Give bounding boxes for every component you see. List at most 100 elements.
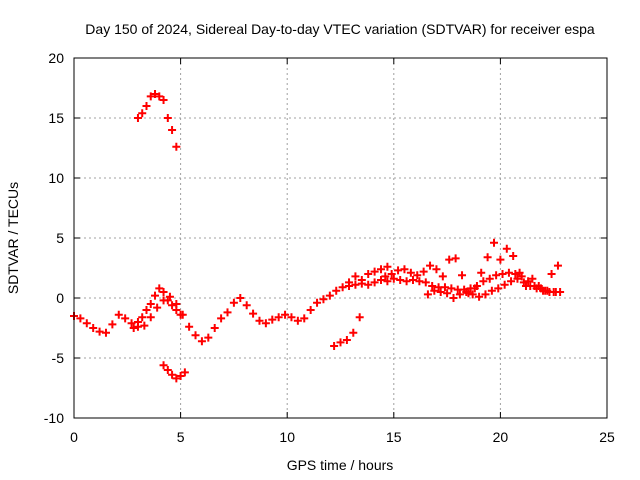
data-point bbox=[449, 294, 458, 302]
y-axis-label: SDTVAR / TECUs bbox=[5, 182, 21, 294]
data-point bbox=[487, 286, 496, 295]
data-point bbox=[468, 290, 477, 299]
data-point bbox=[400, 265, 409, 274]
data-point bbox=[242, 301, 251, 310]
data-point bbox=[168, 126, 177, 134]
data-point bbox=[172, 306, 181, 314]
data-point bbox=[172, 142, 181, 151]
data-point bbox=[163, 114, 172, 122]
data-point bbox=[492, 271, 501, 280]
data-point bbox=[504, 268, 513, 277]
data-point bbox=[197, 337, 206, 346]
data-point bbox=[217, 314, 226, 323]
data-point bbox=[477, 268, 486, 277]
y-tick-label: 0 bbox=[56, 290, 64, 306]
data-point bbox=[172, 374, 181, 383]
data-point bbox=[345, 278, 354, 287]
data-point bbox=[236, 294, 245, 302]
data-point bbox=[338, 283, 347, 292]
data-point bbox=[159, 96, 168, 104]
series-segment-b bbox=[133, 90, 181, 151]
data-point bbox=[355, 313, 364, 322]
data-point bbox=[168, 370, 177, 379]
data-point bbox=[163, 366, 172, 374]
data-point bbox=[191, 331, 200, 340]
data-point bbox=[146, 300, 155, 308]
data-point bbox=[519, 278, 528, 287]
series-segment-e bbox=[330, 313, 364, 350]
data-point bbox=[176, 372, 185, 380]
series-main-track bbox=[70, 268, 565, 346]
data-point bbox=[511, 270, 520, 278]
data-point bbox=[151, 90, 160, 98]
data-point bbox=[146, 313, 155, 322]
data-point bbox=[524, 277, 533, 286]
data-point bbox=[490, 238, 499, 247]
data-point bbox=[509, 252, 518, 260]
data-point bbox=[229, 298, 238, 307]
x-tick-label: 0 bbox=[70, 429, 78, 445]
data-point bbox=[121, 314, 130, 323]
data-point bbox=[319, 295, 328, 304]
data-point bbox=[155, 92, 164, 101]
data-point bbox=[507, 277, 516, 286]
data-point bbox=[462, 288, 471, 296]
data-point bbox=[479, 277, 488, 286]
x-tick-label: 5 bbox=[177, 429, 185, 445]
data-point bbox=[377, 276, 386, 284]
data-point bbox=[101, 328, 110, 337]
data-point bbox=[140, 321, 149, 330]
data-point bbox=[502, 244, 511, 253]
axis-ticks: 0 5 10 15 20 25 -10 -5 0 5 10 15 20 bbox=[44, 50, 615, 445]
data-point bbox=[332, 286, 341, 295]
data-point bbox=[210, 324, 219, 332]
data-point bbox=[445, 255, 454, 264]
data-point bbox=[168, 301, 177, 310]
y-tick-label: -10 bbox=[44, 410, 64, 426]
data-point bbox=[515, 268, 524, 277]
data-point bbox=[500, 280, 509, 289]
data-point bbox=[394, 266, 403, 275]
data-point bbox=[428, 282, 437, 290]
data-point bbox=[176, 310, 185, 319]
x-tick-label: 20 bbox=[493, 429, 509, 445]
data-point bbox=[357, 276, 366, 284]
data-point bbox=[255, 316, 264, 325]
chart-title: Day 150 of 2024, Sidereal Day-to-day VTE… bbox=[85, 21, 595, 37]
data-point bbox=[151, 291, 160, 300]
data-point bbox=[76, 314, 85, 323]
data-point bbox=[423, 290, 432, 299]
data-point bbox=[351, 272, 360, 281]
data-point bbox=[138, 313, 147, 322]
data-point bbox=[249, 309, 258, 318]
grid bbox=[74, 58, 607, 418]
data-point bbox=[496, 255, 505, 264]
x-tick-label: 10 bbox=[279, 429, 295, 445]
data-point bbox=[306, 306, 315, 314]
data-point bbox=[349, 328, 358, 337]
data-point bbox=[475, 292, 484, 301]
data-point bbox=[146, 92, 155, 101]
data-point bbox=[153, 303, 162, 312]
series-segment-a bbox=[345, 262, 392, 287]
data-point bbox=[95, 327, 104, 336]
data-point bbox=[481, 290, 490, 299]
data-point bbox=[528, 274, 537, 283]
data-point bbox=[483, 253, 492, 262]
data-point bbox=[526, 282, 535, 290]
x-tick-label: 15 bbox=[386, 429, 402, 445]
data-point bbox=[547, 270, 556, 278]
data-point bbox=[163, 296, 172, 305]
data-point bbox=[406, 268, 415, 277]
data-point bbox=[402, 277, 411, 286]
data-point bbox=[443, 289, 452, 298]
data-point bbox=[293, 316, 302, 325]
data-point bbox=[364, 280, 373, 289]
data-point bbox=[551, 288, 560, 296]
data-point bbox=[330, 342, 339, 350]
data-point bbox=[451, 254, 460, 263]
y-tick-label: 5 bbox=[56, 230, 64, 246]
data-point bbox=[82, 319, 91, 328]
data-point bbox=[159, 288, 168, 296]
data-point bbox=[129, 324, 138, 332]
